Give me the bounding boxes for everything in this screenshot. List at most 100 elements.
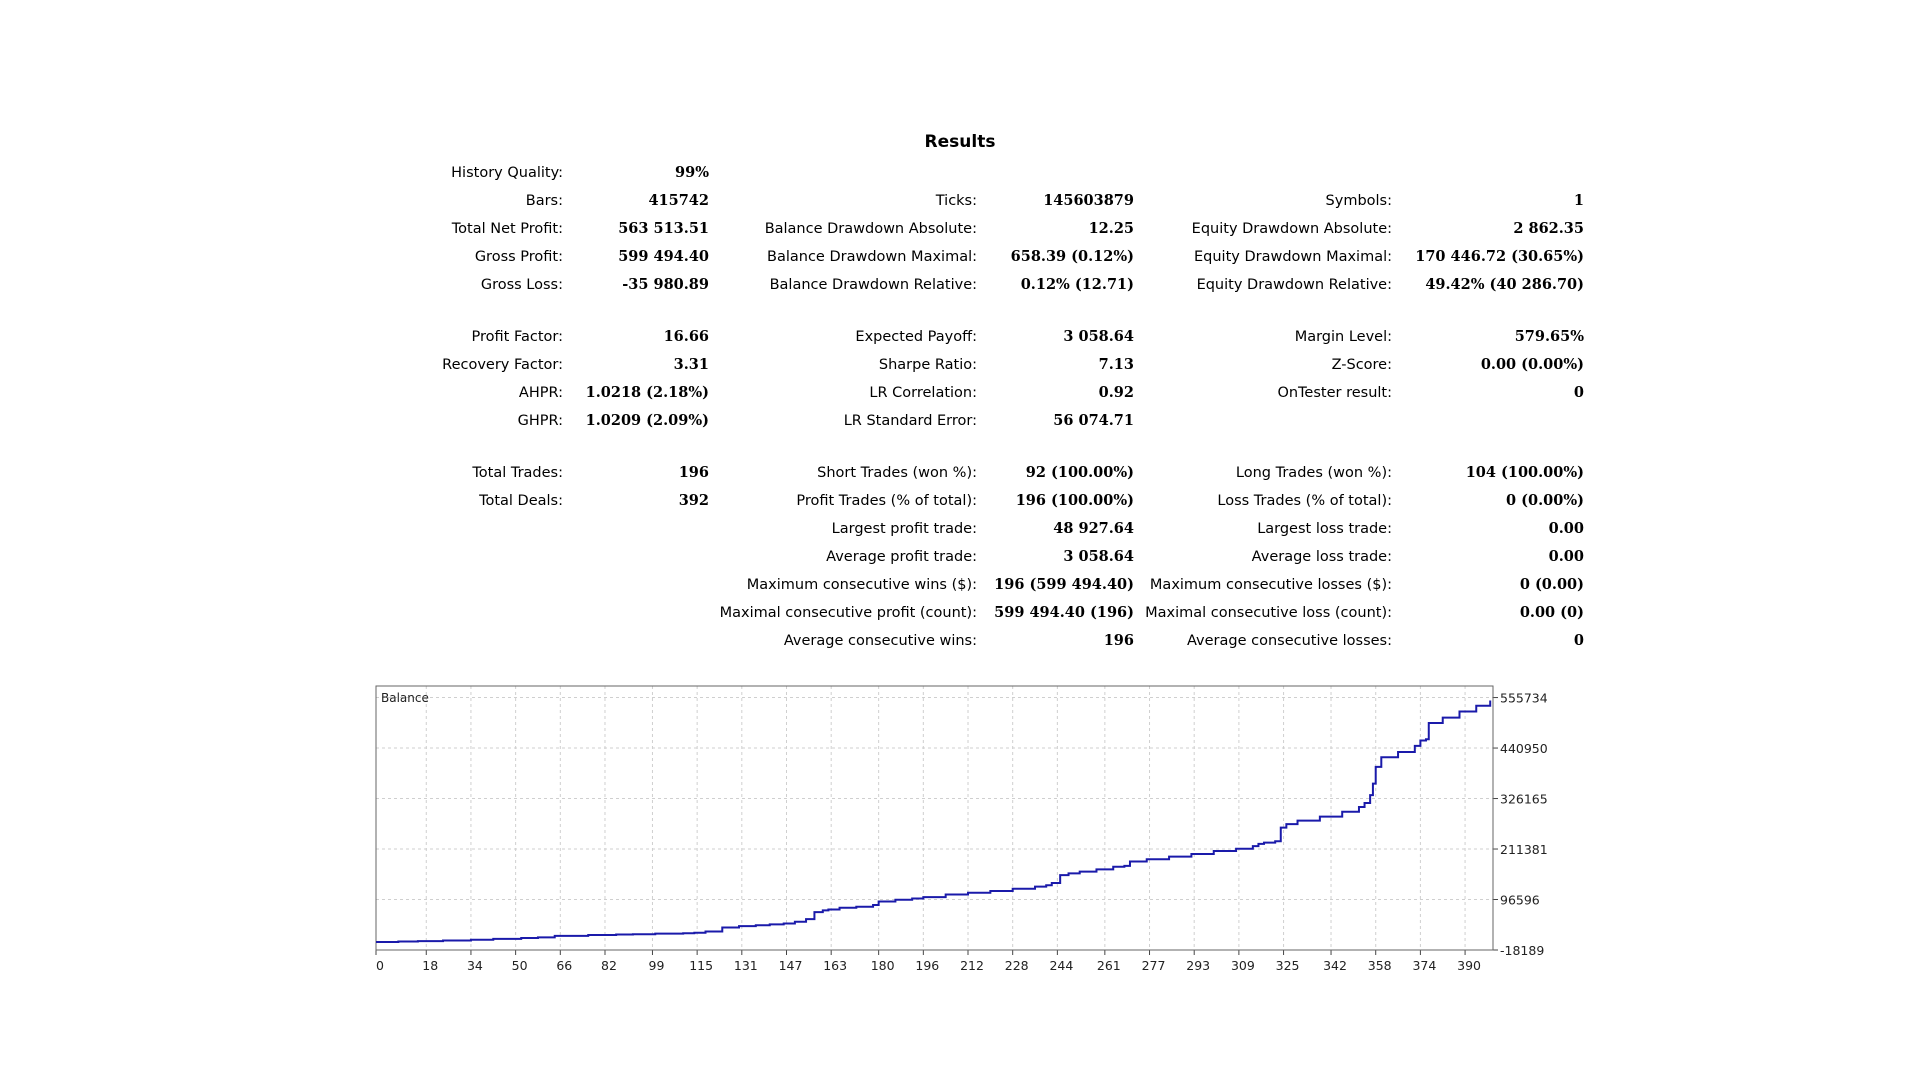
col1-label-6: Recovery Factor: <box>442 357 563 373</box>
col3-value-3: 49.42% (40 286.70) <box>1425 276 1584 293</box>
col2-value-12: 196 (599 494.40) <box>994 576 1134 593</box>
col3-value-8: 0 (0.00%) <box>1506 492 1584 509</box>
col2-value-14: 196 <box>1103 632 1134 649</box>
x-tick-label: 390 <box>1457 958 1481 973</box>
x-tick-label: 261 <box>1097 958 1121 973</box>
x-tick-label: 18 <box>422 958 438 973</box>
x-tick-label: 342 <box>1323 958 1347 973</box>
y-tick-label: 555734 <box>1500 691 1548 706</box>
chart-title: Balance <box>381 691 429 705</box>
col3-value-0: 1 <box>1573 192 1584 209</box>
col2-label-9: Profit Trades (% of total): <box>796 493 977 509</box>
y-tick-label: -18189 <box>1500 943 1544 958</box>
col1-label-9: Total Trades: <box>472 465 563 481</box>
col3-label-11: Maximum consecutive losses ($): <box>1149 577 1392 593</box>
col1-value-1: 415742 <box>648 192 709 209</box>
col3-label-2: Equity Drawdown Maximal: <box>1194 249 1392 265</box>
col1-value-7: 1.0218 (2.18%) <box>585 384 709 401</box>
col1-value-9: 196 <box>678 464 709 481</box>
col2-label-11: Average profit trade: <box>826 549 977 565</box>
x-tick-label: 115 <box>689 958 713 973</box>
col1-label-2: Total Net Profit: <box>451 221 563 237</box>
x-tick-label: 374 <box>1412 958 1436 973</box>
col2-value-5: 7.13 <box>1098 356 1134 373</box>
col2-label-12: Maximum consecutive wins ($): <box>746 577 977 593</box>
col3-value-6: 0 <box>1573 384 1584 401</box>
col3-label-5: Z-Score: <box>1331 357 1392 373</box>
col3-value-2: 170 446.72 (30.65%) <box>1415 248 1584 265</box>
col2-value-3: 0.12% (12.71) <box>1020 276 1134 293</box>
col2-label-10: Largest profit trade: <box>831 521 977 537</box>
col3-label-0: Symbols: <box>1325 193 1392 209</box>
col2-value-9: 196 (100.00%) <box>1015 492 1134 509</box>
col3-label-9: Largest loss trade: <box>1257 521 1392 537</box>
col2-value-0: 145603879 <box>1043 192 1134 209</box>
col1-value-5: 16.66 <box>663 328 709 345</box>
col3-label-7: Long Trades (won %): <box>1235 465 1392 481</box>
y-tick-label: 211381 <box>1500 842 1548 857</box>
col1-value-2: 563 513.51 <box>618 220 709 237</box>
x-tick-label: 212 <box>960 958 984 973</box>
col3-label-6: OnTester result: <box>1277 385 1392 401</box>
col3-value-4: 579.65% <box>1514 328 1584 345</box>
col2-label-6: LR Correlation: <box>869 385 977 401</box>
col1-label-1: Bars: <box>525 193 563 209</box>
y-tick-label: 96596 <box>1500 893 1540 908</box>
col1-label-4: Gross Loss: <box>480 277 563 293</box>
col3-label-3: Equity Drawdown Relative: <box>1196 277 1392 293</box>
col3-value-9: 0.00 <box>1548 520 1584 537</box>
col3-label-1: Equity Drawdown Absolute: <box>1191 221 1392 237</box>
col1-label-8: GHPR: <box>517 413 563 429</box>
col2-label-0: Ticks: <box>935 193 977 209</box>
col3-value-11: 0 (0.00) <box>1519 576 1584 593</box>
col3-label-8: Loss Trades (% of total): <box>1217 493 1392 509</box>
x-tick-label: 358 <box>1368 958 1392 973</box>
col2-value-4: 3 058.64 <box>1063 328 1134 345</box>
col3-value-1: 2 862.35 <box>1513 220 1584 237</box>
col1-label-3: Gross Profit: <box>474 249 563 265</box>
col3-label-12: Maximal consecutive loss (count): <box>1145 605 1392 621</box>
x-tick-label: 147 <box>779 958 803 973</box>
col2-value-2: 658.39 (0.12%) <box>1010 248 1134 265</box>
x-tick-label: 180 <box>871 958 895 973</box>
col2-value-6: 0.92 <box>1098 384 1134 401</box>
col3-value-13: 0 <box>1573 632 1584 649</box>
col1-value-10: 392 <box>678 492 709 509</box>
col2-label-14: Average consecutive wins: <box>783 633 977 649</box>
col2-label-8: Short Trades (won %): <box>817 465 977 481</box>
col3-value-7: 104 (100.00%) <box>1465 464 1584 481</box>
col2-value-7: 56 074.71 <box>1053 412 1134 429</box>
x-tick-label: 244 <box>1049 958 1073 973</box>
col1-value-6: 3.31 <box>673 356 709 373</box>
plot-area <box>376 686 1493 950</box>
plot-border <box>375 685 1494 951</box>
x-tick-label: 34 <box>467 958 483 973</box>
report-title: Results <box>924 132 996 152</box>
col1-value-0: 99% <box>675 164 709 181</box>
col2-label-5: Sharpe Ratio: <box>878 357 977 373</box>
col3-label-13: Average consecutive losses: <box>1186 633 1392 649</box>
x-tick-label: 277 <box>1142 958 1166 973</box>
col3-value-10: 0.00 <box>1548 548 1584 565</box>
col2-label-13: Maximal consecutive profit (count): <box>719 605 977 621</box>
col1-label-0: History Quality: <box>451 165 563 181</box>
col2-value-13: 599 494.40 (196) <box>994 604 1134 621</box>
col1-value-4: -35 980.89 <box>622 276 709 293</box>
x-tick-label: 163 <box>823 958 847 973</box>
col2-value-10: 48 927.64 <box>1053 520 1134 537</box>
x-tick-label: 99 <box>649 958 665 973</box>
x-tick-label: 228 <box>1005 958 1029 973</box>
x-tick-label: 293 <box>1186 958 1210 973</box>
col1-value-3: 599 494.40 <box>618 248 709 265</box>
col2-value-8: 92 (100.00%) <box>1025 464 1134 481</box>
y-tick-label: 440950 <box>1500 741 1548 756</box>
x-tick-label: 196 <box>915 958 939 973</box>
col2-value-11: 3 058.64 <box>1063 548 1134 565</box>
col2-label-2: Balance Drawdown Maximal: <box>767 249 977 265</box>
x-tick-label: 131 <box>734 958 758 973</box>
x-tick-label: 82 <box>601 958 617 973</box>
x-tick-label: 309 <box>1231 958 1255 973</box>
col2-label-1: Balance Drawdown Absolute: <box>764 221 977 237</box>
col2-label-3: Balance Drawdown Relative: <box>769 277 977 293</box>
